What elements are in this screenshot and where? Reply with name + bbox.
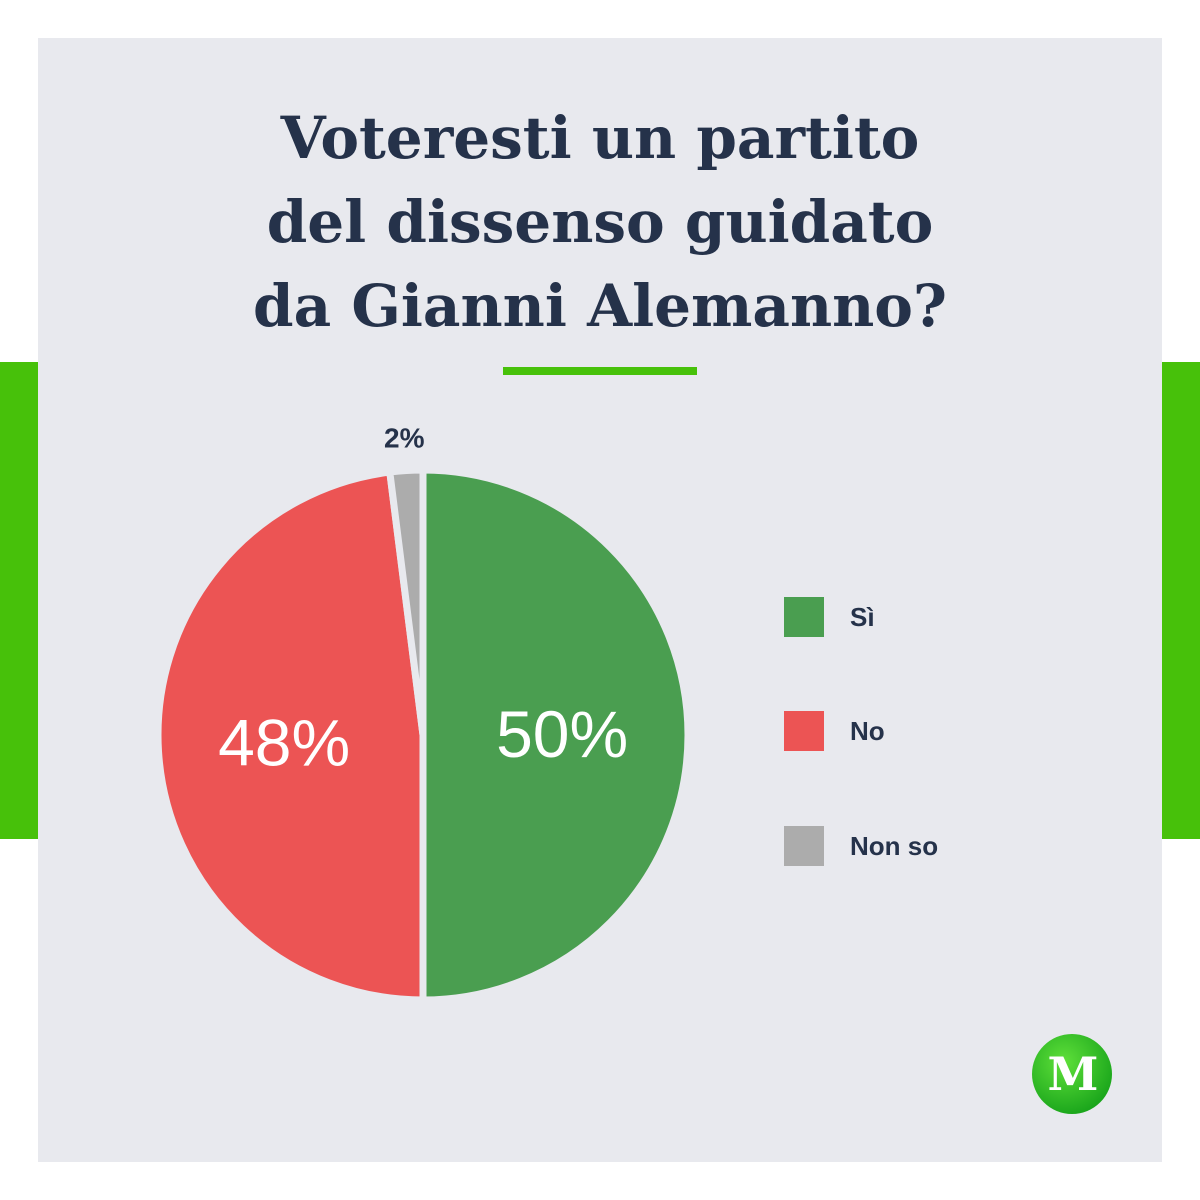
data-label-no: 48% <box>218 706 350 780</box>
data-label-non-so: 2% <box>384 423 425 454</box>
logo-letter: M <box>1048 1047 1099 1101</box>
pie-slice-non-so <box>385 466 427 736</box>
right-accent-bar <box>1160 362 1200 839</box>
legend-label-no: No <box>850 716 885 746</box>
chart-title: Voteresti un partito del dissenso guidat… <box>38 96 1162 348</box>
logo-circle <box>1032 1034 1112 1114</box>
data-label-si: 50% <box>496 697 628 771</box>
title-line-2: del dissenso guidato <box>266 188 934 256</box>
pie-slice-si <box>419 466 692 1004</box>
title-line-1: Voteresti un partito <box>280 104 920 172</box>
legend-swatch-si <box>784 597 824 637</box>
legend-label-si: Sì <box>850 602 875 632</box>
left-accent-bar <box>0 362 40 839</box>
m-logo-icon: M <box>1032 1034 1112 1114</box>
title-divider <box>503 367 697 375</box>
pie-slice-no <box>154 468 427 1004</box>
legend-label-non-so: Non so <box>850 831 939 861</box>
pie-chart: 50% 48% 2% <box>154 423 692 1004</box>
chart-card: Voteresti un partito del dissenso guidat… <box>38 38 1162 1162</box>
legend-swatch-non-so <box>784 826 824 866</box>
legend-swatch-no <box>784 711 824 751</box>
title-line-3: da Gianni Alemanno? <box>253 272 947 340</box>
